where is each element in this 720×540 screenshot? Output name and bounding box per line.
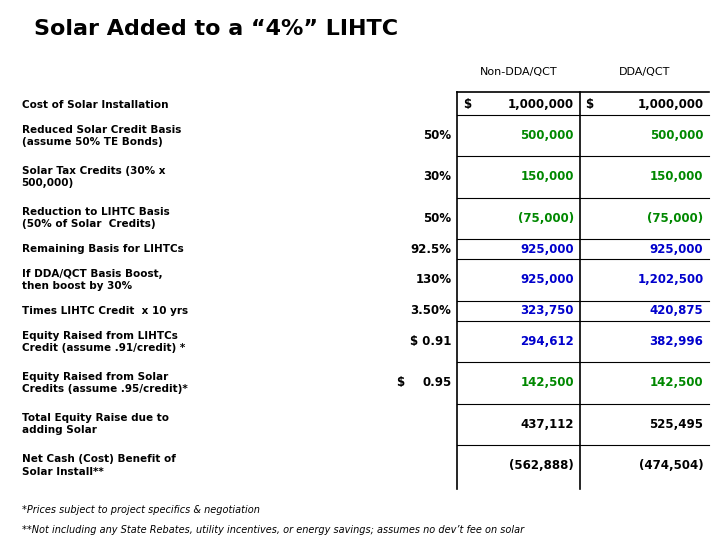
Text: $: $ <box>463 98 471 111</box>
Text: 1,202,500: 1,202,500 <box>637 273 703 286</box>
Text: Times LIHTC Credit  x 10 yrs: Times LIHTC Credit x 10 yrs <box>22 306 188 316</box>
Text: DDA/QCT: DDA/QCT <box>618 68 670 78</box>
Text: 1,000,000: 1,000,000 <box>508 98 574 111</box>
Text: (474,504): (474,504) <box>639 459 703 472</box>
Text: 30%: 30% <box>423 171 451 184</box>
Text: Reduced Solar Credit Basis
(assume 50% TE Bonds): Reduced Solar Credit Basis (assume 50% T… <box>22 125 181 147</box>
Text: 50%: 50% <box>423 129 451 142</box>
Text: If DDA/QCT Basis Boost,
then boost by 30%: If DDA/QCT Basis Boost, then boost by 30… <box>22 269 162 291</box>
Text: Total Equity Raise due to
adding Solar: Total Equity Raise due to adding Solar <box>22 413 168 435</box>
Text: 142,500: 142,500 <box>650 376 703 389</box>
Text: 0.95: 0.95 <box>422 376 451 389</box>
Text: Non-DDA/QCT: Non-DDA/QCT <box>480 68 557 78</box>
Text: 3.50%: 3.50% <box>410 305 451 318</box>
Text: 925,000: 925,000 <box>521 242 574 255</box>
Text: Cost of Solar Installation: Cost of Solar Installation <box>22 100 168 110</box>
Text: (562,888): (562,888) <box>509 459 574 472</box>
Text: 323,750: 323,750 <box>521 305 574 318</box>
Text: Net Cash (Cost) Benefit of
Solar Install**: Net Cash (Cost) Benefit of Solar Install… <box>22 454 176 477</box>
Text: Equity Raised from LIHTCs
Credit (assume .91/credit) *: Equity Raised from LIHTCs Credit (assume… <box>22 330 185 353</box>
Text: 130%: 130% <box>415 273 451 286</box>
Text: 925,000: 925,000 <box>521 273 574 286</box>
Text: Solar Added to a “4%” LIHTC: Solar Added to a “4%” LIHTC <box>34 19 398 39</box>
Text: $ 0.91: $ 0.91 <box>410 335 451 348</box>
Text: $: $ <box>396 376 404 389</box>
Text: 150,000: 150,000 <box>521 171 574 184</box>
Text: 525,495: 525,495 <box>649 417 703 431</box>
Text: *Prices subject to project specifics & negotiation: *Prices subject to project specifics & n… <box>22 505 259 515</box>
Text: 500,000: 500,000 <box>521 129 574 142</box>
Text: $: $ <box>585 98 593 111</box>
Text: 437,112: 437,112 <box>521 417 574 431</box>
Text: 925,000: 925,000 <box>650 242 703 255</box>
Text: (75,000): (75,000) <box>518 212 574 225</box>
Text: **Not including any State Rebates, utility incentives, or energy savings; assume: **Not including any State Rebates, utili… <box>22 525 523 536</box>
Text: 420,875: 420,875 <box>649 305 703 318</box>
Text: Reduction to LIHTC Basis
(50% of Solar  Credits): Reduction to LIHTC Basis (50% of Solar C… <box>22 207 169 229</box>
Text: Equity Raised from Solar
Credits (assume .95/credit)*: Equity Raised from Solar Credits (assume… <box>22 372 187 394</box>
Text: 500,000: 500,000 <box>650 129 703 142</box>
Text: 92.5%: 92.5% <box>410 242 451 255</box>
Text: 150,000: 150,000 <box>650 171 703 184</box>
Text: Solar Tax Credits (30% x
500,000): Solar Tax Credits (30% x 500,000) <box>22 166 165 188</box>
Text: 142,500: 142,500 <box>521 376 574 389</box>
Text: (75,000): (75,000) <box>647 212 703 225</box>
Text: Remaining Basis for LIHTCs: Remaining Basis for LIHTCs <box>22 244 184 254</box>
Text: 382,996: 382,996 <box>649 335 703 348</box>
Text: 50%: 50% <box>423 212 451 225</box>
Text: 294,612: 294,612 <box>520 335 574 348</box>
Text: 1,000,000: 1,000,000 <box>637 98 703 111</box>
